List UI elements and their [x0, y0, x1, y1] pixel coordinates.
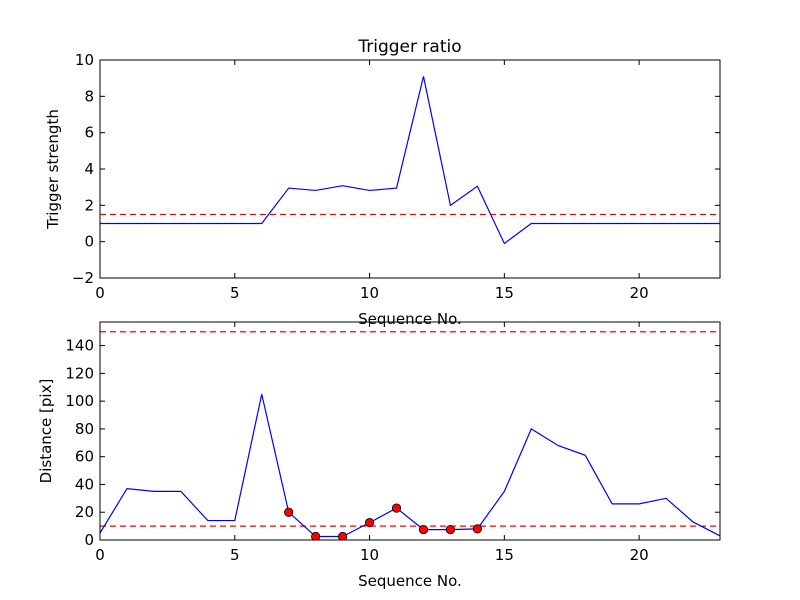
x-tick-label: 15 [495, 546, 514, 564]
y-tick-label: 100 [65, 392, 94, 410]
x-tick-label: 10 [360, 546, 379, 564]
data-point [364, 518, 375, 528]
data-point [338, 531, 348, 540]
series-line [100, 76, 720, 245]
axes-frame [99, 321, 721, 541]
y-tick-label: 60 [75, 448, 94, 466]
plot-area [100, 331, 720, 540]
y-tick-label: 10 [75, 51, 94, 69]
distance-subplot: Distance [pix] Sequence No. 0 5 10 15 20 0 20 4… [37, 321, 721, 590]
y-axis-label: Distance [pix] [37, 379, 55, 484]
x-axis-label: Sequence No. [358, 572, 462, 590]
data-point [472, 524, 482, 534]
y-tick-label: 120 [65, 364, 94, 382]
x-tick-label: 10 [360, 284, 379, 302]
series-line [100, 394, 720, 538]
y-tick-label: 80 [75, 420, 94, 438]
y-tick-label: 20 [75, 503, 94, 521]
data-point [311, 531, 321, 540]
data-point [391, 503, 402, 513]
y-tick-label: 0 [84, 233, 94, 251]
x-tick-label: 0 [95, 284, 105, 302]
x-tick-label: 20 [630, 284, 649, 302]
x-axis-label: Sequence No. [358, 310, 462, 328]
y-axis-label: Trigger strength [44, 109, 62, 230]
x-tick-label: 15 [495, 284, 514, 302]
x-tick-label: 20 [630, 546, 649, 564]
y-tick-label: −2 [72, 269, 94, 287]
y-tick-label: 4 [84, 160, 94, 178]
y-tick-label: 6 [84, 124, 94, 142]
plot-area [100, 76, 720, 245]
x-tick-label: 5 [230, 546, 240, 564]
y-tick-label: 140 [65, 337, 94, 355]
x-tick-label: 0 [95, 546, 105, 564]
y-tick-label: 0 [84, 531, 94, 549]
y-tick-label: 8 [84, 87, 94, 105]
chart-title: Trigger ratio [357, 37, 461, 57]
data-point [418, 524, 429, 535]
y-tick-label: 2 [84, 196, 94, 214]
x-tick-label: 5 [230, 284, 240, 302]
data-point [284, 507, 294, 517]
trigger-ratio-subplot: Trigger ratio Trigger strength Sequence … [44, 37, 721, 328]
y-tick-label: 40 [75, 475, 94, 493]
data-point [445, 524, 456, 535]
